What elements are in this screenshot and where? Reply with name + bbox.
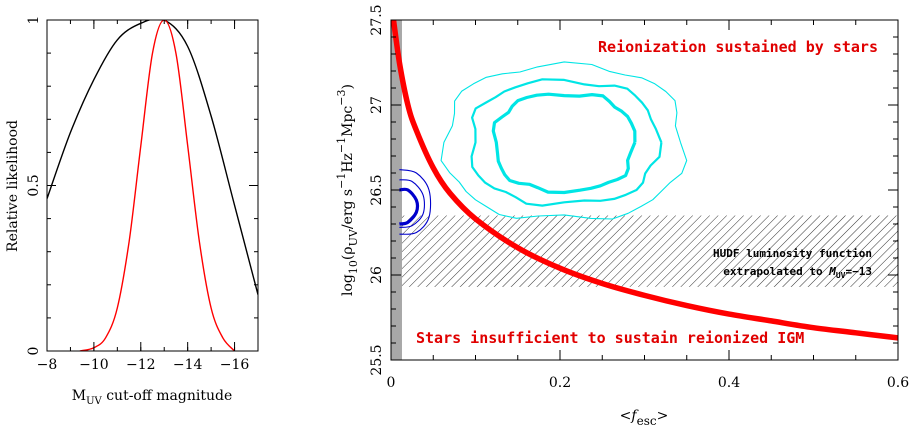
annotation-bottom: Stars insufficient to sustain reionized … (416, 329, 804, 347)
left-xtick-label-0: −8 (37, 357, 58, 373)
left-panel: −8 −10 −12 −14 −16 0 0.5 1 MUV cut-off magnitud… (5, 16, 259, 407)
right-ytick-label-1: 26 (369, 266, 385, 284)
hudf-hatched-band (391, 215, 898, 287)
left-xtick-label-4: −16 (220, 357, 250, 373)
left-series-1 (79, 20, 236, 351)
right-panel: 0 0.2 0.4 0.6 25.5 26 26.5 27 27.5 Reionization … (335, 4, 909, 428)
left-x-axis-label: MUV cut-off magnitude (72, 388, 232, 407)
left-ytick-label-2: 1 (26, 16, 42, 25)
right-xtick-label-1: 0.2 (549, 375, 571, 391)
hudf-label-line1: HUDF luminosity function (713, 247, 872, 260)
left-ytick-label-1: 0.5 (26, 174, 42, 196)
right-xtick-label-2: 0.4 (718, 375, 740, 391)
left-frame (46, 19, 259, 352)
left-plot-area (47, 20, 258, 351)
left-xtick-label-3: −14 (173, 357, 203, 373)
right-ytick-label-2: 26.5 (369, 174, 385, 205)
right-xtick-label-0: 0 (387, 375, 396, 391)
left-ytick-label-0: 0 (26, 347, 42, 356)
left-series-0 (47, 20, 258, 295)
cyan-contour-0 (491, 92, 637, 195)
hudf-label-line2: extrapolated to MUV=−13 (723, 265, 872, 280)
left-y-axis-label: Relative likelihood (5, 120, 21, 252)
right-ytick-label-4: 27.5 (369, 4, 385, 35)
left-xtick-label-1: −10 (79, 357, 109, 373)
blue-contour-1 (399, 179, 425, 228)
right-xtick-label-3: 0.6 (887, 375, 909, 391)
annotation-top: Reionization sustained by stars (598, 38, 878, 56)
right-x-axis-label: <fesc> (620, 408, 669, 428)
blue-contour-2 (399, 187, 420, 226)
cyan-contour-1 (470, 78, 663, 207)
left-ticks: −8 −10 −12 −14 −16 0 0.5 1 (26, 16, 259, 373)
right-ytick-label-3: 27 (369, 96, 385, 114)
left-xtick-label-2: −12 (126, 357, 156, 373)
right-ticks: 0 0.2 0.4 0.6 25.5 26 26.5 27 27.5 (369, 4, 909, 391)
right-frame (390, 19, 899, 361)
blue-contour-0 (399, 169, 432, 235)
cyan-contour-2 (440, 61, 688, 220)
right-ytick-label-0: 25.5 (369, 344, 385, 375)
stellar-reionization-curve (391, 20, 898, 341)
right-plot-area (391, 20, 898, 360)
right-y-axis-label: log10(ρUV/erg s−1Hz−1Mpc−3) (335, 84, 360, 296)
